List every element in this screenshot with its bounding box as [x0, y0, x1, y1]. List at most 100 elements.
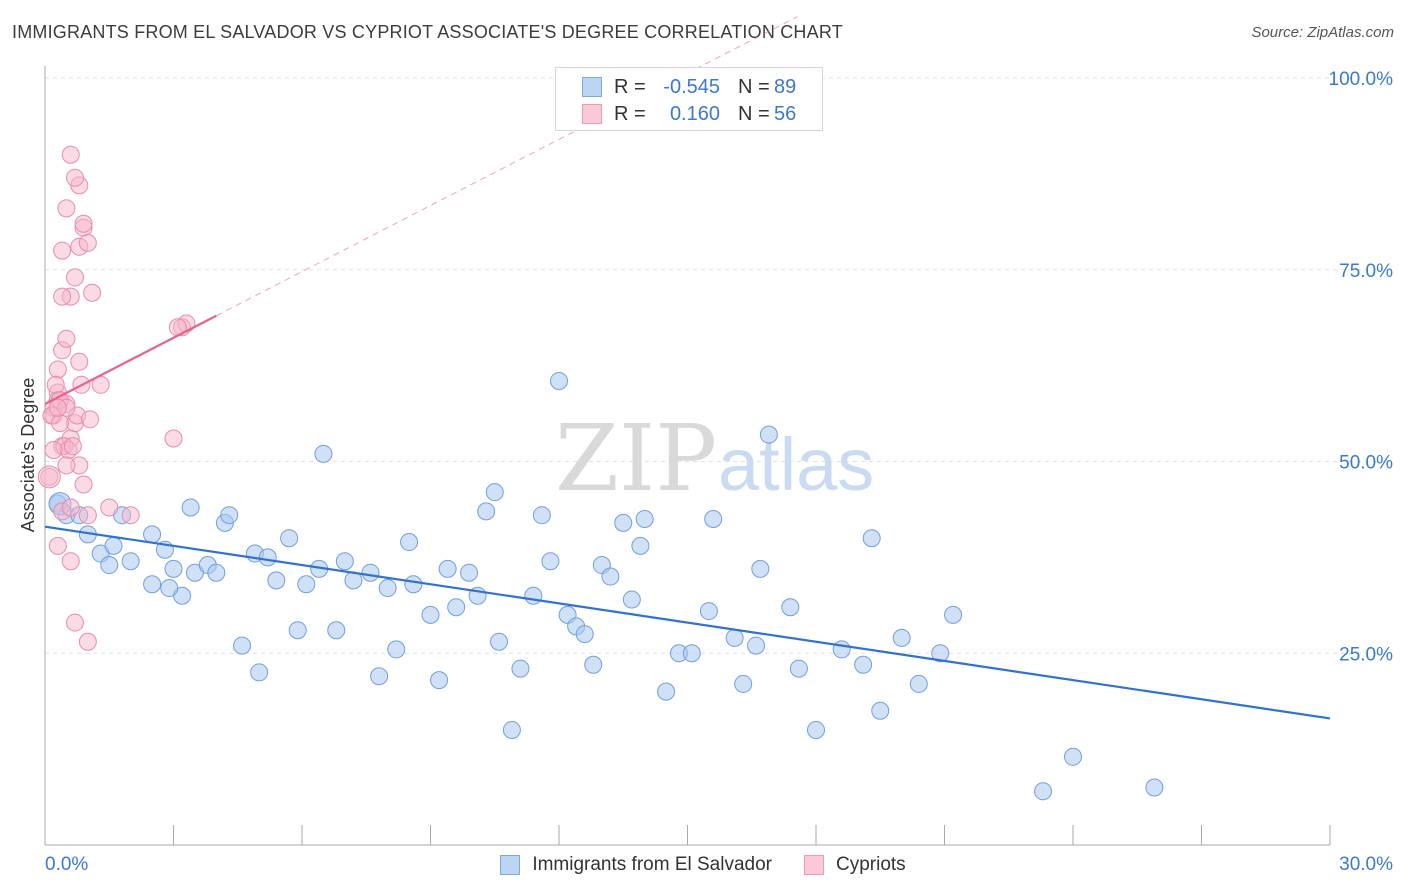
data-point-el-salvador — [288, 621, 307, 640]
series-name-el-salvador: Immigrants from El Salvador — [532, 854, 772, 875]
data-point-cypriots — [57, 199, 76, 218]
data-point-el-salvador — [460, 563, 479, 582]
legend-row-cypriots: R = 0.160 N = 56 — [582, 102, 796, 126]
data-point-cypriots — [74, 475, 93, 494]
data-point-cypriots — [57, 456, 76, 475]
watermark: ZIP atlas — [555, 405, 874, 512]
data-point-el-salvador — [327, 621, 346, 640]
data-point-cypriots — [48, 536, 67, 555]
data-point-cypriots — [78, 506, 97, 525]
data-point-cypriots — [53, 287, 72, 306]
data-point-el-salvador — [734, 674, 753, 693]
legend-n-label: N = — [738, 102, 770, 125]
watermark-zip: ZIP — [555, 405, 717, 512]
data-point-el-salvador — [485, 483, 504, 502]
data-point-el-salvador — [430, 671, 449, 690]
legend-swatch-blue — [582, 77, 602, 97]
data-point-el-salvador — [751, 559, 770, 578]
data-point-el-salvador — [622, 590, 641, 609]
data-point-el-salvador — [1034, 782, 1053, 801]
legend-r-value: 0.160 — [669, 102, 720, 125]
data-point-el-salvador — [944, 605, 963, 624]
data-point-cypriots — [48, 360, 67, 379]
data-point-el-salvador — [909, 674, 928, 693]
data-point-el-salvador — [143, 575, 162, 594]
data-point-cypriots — [100, 498, 119, 517]
x-tick-label: 0.0% — [45, 854, 88, 875]
watermark-atlas: atlas — [718, 423, 874, 506]
data-point-el-salvador — [862, 529, 881, 548]
data-point-el-salvador — [832, 640, 851, 659]
legend-n-label: N = — [738, 75, 770, 98]
data-point-el-salvador — [387, 640, 406, 659]
legend-r-label: R = — [614, 75, 646, 98]
data-point-cypriots — [121, 506, 140, 525]
data-point-el-salvador — [682, 644, 701, 663]
data-point-cypriots — [61, 145, 80, 164]
data-point-el-salvador — [601, 567, 620, 586]
data-point-cypriots — [53, 241, 72, 260]
data-point-el-salvador — [1064, 747, 1082, 766]
series-legend: Immigrants from El Salvador Cypriots — [0, 852, 1406, 878]
data-point-cypriots — [63, 437, 82, 456]
data-point-el-salvador — [361, 563, 380, 582]
data-point-cypriots — [65, 168, 84, 187]
data-point-el-salvador — [575, 625, 594, 644]
data-point-el-salvador — [378, 579, 397, 598]
data-point-el-salvador — [635, 510, 654, 529]
data-point-el-salvador — [511, 659, 530, 678]
series-name-cypriots: Cypriots — [836, 854, 906, 875]
data-point-el-salvador — [524, 586, 543, 605]
data-point-cypriots — [44, 440, 63, 459]
data-point-el-salvador — [747, 636, 766, 655]
data-point-cypriots — [61, 552, 80, 571]
data-point-el-salvador — [121, 552, 140, 571]
data-point-el-salvador — [490, 632, 509, 651]
data-point-el-salvador — [207, 563, 226, 582]
y-tick-label: 100.0% — [1329, 69, 1394, 90]
legend-r-label: R = — [614, 102, 646, 125]
data-point-cypriots — [61, 498, 80, 517]
y-tick-label: 50.0% — [1339, 453, 1393, 474]
data-point-el-salvador — [447, 598, 466, 617]
data-point-el-salvador — [404, 575, 423, 594]
source-note: Source: ZipAtlas.com — [1251, 24, 1394, 41]
legend-r-value: -0.545 — [663, 75, 720, 98]
data-point-el-salvador — [297, 575, 316, 594]
grid-lines — [45, 77, 1390, 654]
data-point-el-salvador — [233, 636, 252, 655]
trend-lines — [44, 16, 1331, 720]
data-point-el-salvador — [370, 667, 389, 686]
trend-line-el-salvador — [44, 525, 1331, 720]
data-point-el-salvador — [250, 663, 269, 682]
data-point-el-salvador — [502, 720, 521, 739]
data-point-cypriots — [78, 233, 97, 252]
data-point-cypriots — [48, 398, 67, 417]
y-tick-label: 25.0% — [1339, 644, 1393, 665]
data-point-cypriots — [65, 268, 84, 287]
legend-swatch-pink — [582, 104, 602, 124]
data-point-cypriots — [46, 375, 65, 394]
chart-title: IMMIGRANTS FROM EL SALVADOR VS CYPRIOT A… — [12, 22, 843, 42]
data-point-el-salvador — [164, 559, 183, 578]
data-point-el-salvador — [550, 371, 568, 390]
data-point-el-salvador — [657, 682, 676, 701]
series-legend-item-el-salvador: Immigrants from El Salvador — [500, 852, 772, 878]
legend-n-value: 56 — [774, 102, 797, 125]
data-point-cypriots — [164, 429, 183, 448]
data-point-el-salvador — [421, 605, 440, 624]
trend-line-cypriots — [44, 314, 217, 405]
data-point-el-salvador — [704, 510, 723, 529]
series-legend-item-cypriots: Cypriots — [804, 852, 906, 878]
data-point-el-salvador — [314, 444, 333, 463]
data-point-el-salvador — [104, 536, 123, 555]
data-point-el-salvador — [631, 536, 650, 555]
data-point-el-salvador — [100, 556, 119, 575]
data-point-cypriots — [78, 632, 97, 651]
data-point-el-salvador — [532, 506, 551, 525]
data-point-cypriots — [57, 329, 76, 348]
data-point-cypriots — [50, 414, 69, 433]
data-point-el-salvador — [438, 559, 457, 578]
trend-extension-cypriots — [216, 16, 798, 317]
